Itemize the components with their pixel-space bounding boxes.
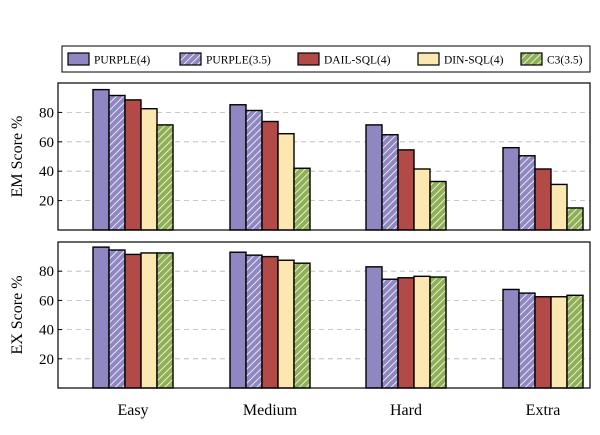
legend-swatch — [179, 52, 202, 66]
bar-c3-3-5-extra — [566, 207, 584, 231]
bar-purple-3-5-easy — [108, 94, 126, 231]
legend-label: PURPLE(4) — [94, 55, 150, 67]
legend-label: C3(3.5) — [547, 55, 583, 67]
bar-c3-3-5-medium — [293, 262, 311, 389]
y-tick-label: 60 — [39, 293, 54, 309]
bar-c3-3-5-extra — [566, 294, 584, 389]
legend-label: DAIL-SQL(4) — [324, 55, 391, 67]
bar-din-sql-4-easy — [140, 252, 158, 389]
chart-panels: 20 40 60 80 EM Score % 20 40 60 80 EX Score % Easy… — [9, 82, 591, 419]
bar-dail-sql-4-hard — [397, 149, 415, 231]
legend-item-purple-4: PURPLE(4) — [67, 52, 150, 67]
y-axis-label: EM Score % — [9, 116, 26, 198]
bar-din-sql-4-medium — [277, 133, 295, 231]
bar-purple-3-5-hard — [381, 278, 399, 389]
bar-dail-sql-4-extra — [534, 168, 552, 231]
bar-din-sql-4-extra — [550, 296, 568, 389]
bar-dail-sql-4-medium — [261, 120, 279, 231]
bar-purple-4-hard — [365, 266, 383, 389]
legend: PURPLE(4) PURPLE(3.5) DAIL-SQL(4) DIN-SQL(4… — [61, 45, 591, 73]
bar-dail-sql-4-easy — [124, 99, 142, 231]
legend-item-dail-sql-4: DAIL-SQL(4) — [297, 52, 391, 67]
bar-purple-4-easy — [92, 246, 110, 389]
bar-c3-3-5-hard — [429, 180, 447, 231]
y-tick-label: 40 — [39, 323, 54, 339]
y-tick-label: 20 — [39, 352, 54, 368]
x-tick-label-hard: Hard — [390, 402, 422, 419]
legend-swatch — [297, 52, 320, 66]
panel-ex-score: 20 40 60 80 EX Score % — [9, 241, 591, 389]
bar-purple-4-medium — [229, 104, 247, 231]
bar-din-sql-4-medium — [277, 259, 295, 389]
bar-purple-4-medium — [229, 251, 247, 389]
y-tick-label: 80 — [39, 264, 54, 280]
bar-purple-4-easy — [92, 88, 110, 231]
bar-purple-3-5-extra — [518, 155, 536, 231]
legend-item-c3-3-5: C3(3.5) — [520, 52, 583, 67]
x-tick-label-easy: Easy — [117, 402, 148, 419]
bar-dail-sql-4-easy — [124, 253, 142, 389]
legend-item-din-sql-4: DIN-SQL(4) — [417, 52, 504, 67]
plot-frame — [57, 241, 591, 389]
legend-swatch — [417, 52, 440, 66]
bar-din-sql-4-hard — [413, 275, 431, 389]
bar-purple-4-extra — [502, 288, 520, 389]
x-tick-label-medium: Medium — [243, 402, 298, 419]
y-tick-label: 40 — [39, 164, 54, 180]
bar-purple-3-5-hard — [381, 134, 399, 231]
y-tick-label: 80 — [39, 105, 54, 121]
y-tick-label: 20 — [39, 194, 54, 210]
legend-item-purple-3-5: PURPLE(3.5) — [179, 52, 271, 67]
bar-dail-sql-4-extra — [534, 296, 552, 389]
bar-purple-3-5-medium — [245, 109, 263, 231]
bar-purple-3-5-extra — [518, 292, 536, 389]
bar-c3-3-5-medium — [293, 167, 311, 231]
bar-dail-sql-4-hard — [397, 277, 415, 389]
bar-c3-3-5-hard — [429, 276, 447, 389]
x-tick-label-extra: Extra — [526, 402, 561, 419]
bar-din-sql-4-extra — [550, 183, 568, 231]
legend-box — [61, 45, 591, 73]
panel-em-score: 20 40 60 80 EM Score % — [9, 82, 591, 231]
bar-c3-3-5-easy — [156, 124, 174, 231]
bar-din-sql-4-easy — [140, 108, 158, 231]
bar-purple-4-hard — [365, 124, 383, 231]
x-axis: Easy Medium Hard Extra — [117, 402, 560, 419]
bar-purple-3-5-medium — [245, 254, 263, 389]
legend-label: DIN-SQL(4) — [444, 55, 504, 67]
plot-frame — [57, 82, 591, 231]
y-axis-label: EX Score % — [9, 275, 26, 354]
bar-purple-4-extra — [502, 146, 520, 231]
bar-din-sql-4-hard — [413, 168, 431, 231]
bar-purple-3-5-easy — [108, 249, 126, 389]
y-tick-label: 60 — [39, 135, 54, 151]
legend-label: PURPLE(3.5) — [206, 55, 271, 67]
bar-c3-3-5-easy — [156, 252, 174, 389]
legend-swatch — [67, 52, 90, 66]
legend-swatch — [520, 52, 543, 66]
bar-dail-sql-4-medium — [261, 255, 279, 389]
